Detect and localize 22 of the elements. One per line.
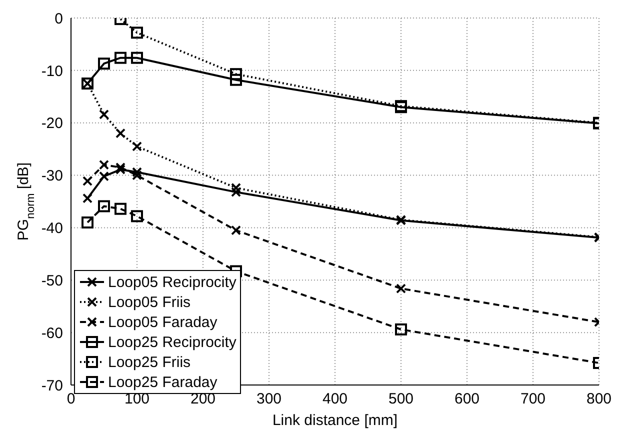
legend-label: Loop05 Friis <box>108 294 191 310</box>
x-tick-label: 300 <box>256 390 282 408</box>
y-tick-label: -10 <box>41 62 63 80</box>
legend-label: Loop25 Faraday <box>108 374 218 390</box>
legend-label: Loop05 Reciprocity <box>108 274 236 290</box>
y-tick-label: -20 <box>41 115 63 132</box>
legend-label: Loop25 Reciprocity <box>108 334 236 350</box>
y-tick-label: -40 <box>41 220 63 238</box>
y-tick-label: -50 <box>41 272 63 290</box>
y-tick-label: -30 <box>41 168 63 185</box>
x-axis-title: Link distance [mm] <box>272 412 398 429</box>
x-tick-label: 800 <box>586 390 612 408</box>
y-tick-label: -70 <box>41 377 63 394</box>
x-tick-label: 400 <box>322 390 348 408</box>
x-tick-label: 700 <box>520 390 546 408</box>
y-tick-label: -60 <box>41 324 63 342</box>
x-tick-label: 500 <box>388 390 414 408</box>
legend-label: Loop05 Faraday <box>108 314 218 330</box>
x-tick-label: 600 <box>454 390 480 408</box>
x-tick-label: 0 <box>66 390 76 408</box>
legend-label: Loop25 Friis <box>108 354 191 370</box>
y-tick-label: 0 <box>54 10 63 28</box>
